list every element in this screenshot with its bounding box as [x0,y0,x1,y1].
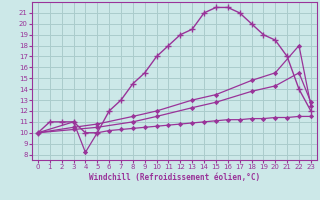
X-axis label: Windchill (Refroidissement éolien,°C): Windchill (Refroidissement éolien,°C) [89,173,260,182]
